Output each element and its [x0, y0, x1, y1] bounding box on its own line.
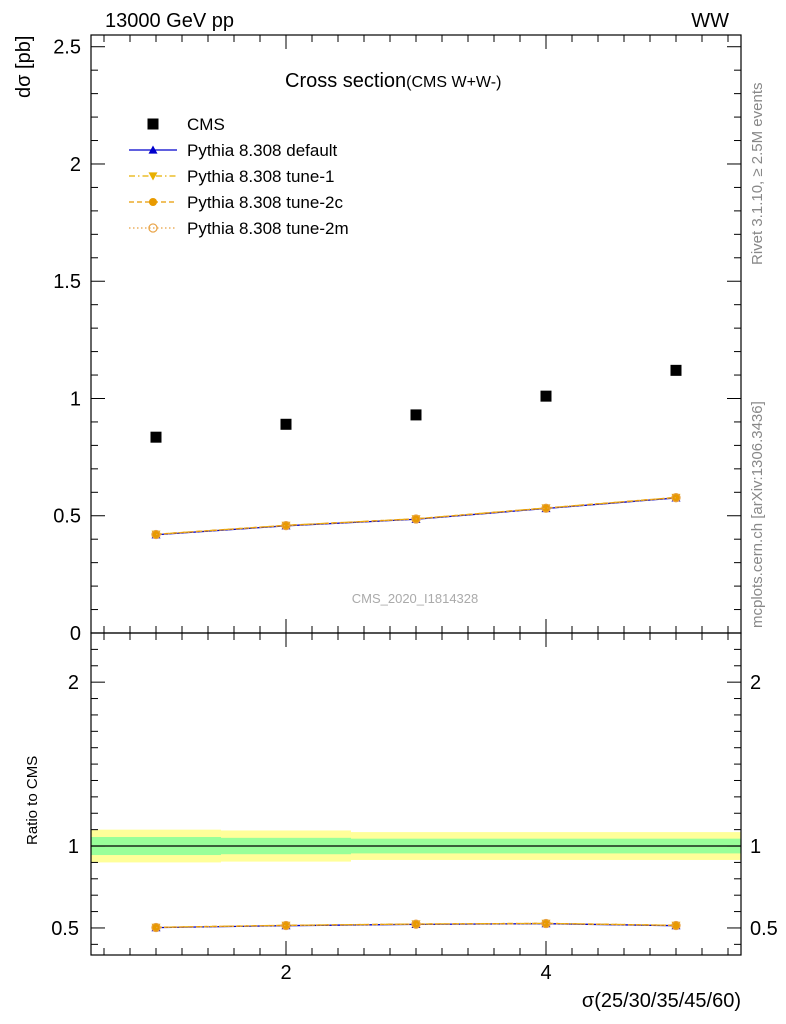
legend-label: Pythia 8.308 tune-2m	[187, 219, 349, 238]
main-y-tick-label: 0	[70, 623, 81, 645]
ratio-frame	[90, 632, 742, 956]
data-point	[281, 520, 291, 531]
data-point	[280, 418, 292, 430]
legend-marker	[148, 197, 158, 207]
ratio-y-tick-labels: 0.5 0.5 1 1 2 2	[51, 672, 778, 940]
process-label: WW	[691, 10, 729, 32]
x-tick-label: 2	[280, 962, 291, 984]
data-point	[281, 521, 291, 530]
legend-label: CMS	[187, 115, 225, 134]
legend-item: Pythia 8.308 tune-1	[129, 167, 334, 186]
ratio-point	[541, 918, 551, 929]
watermark-label: CMS_2020_I1814328	[352, 591, 479, 606]
legend-marker	[148, 223, 158, 233]
data-point	[151, 529, 161, 540]
ratio-line	[155, 922, 677, 929]
legend: CMS Pythia 8.308 default Pythia 8.308 tune…	[129, 115, 349, 238]
data-point	[541, 503, 551, 513]
ratio-y-tick-label: 2	[68, 672, 79, 694]
ratio-y-tick-label: 0.5	[51, 918, 79, 940]
data-point	[150, 431, 162, 443]
main-axis-ticks	[91, 35, 741, 634]
legend-label: Pythia 8.308 tune-1	[187, 167, 334, 186]
series-3	[151, 493, 681, 539]
legend-marker	[148, 172, 158, 181]
data-point	[410, 409, 422, 421]
main-panel: 0 0.5 1 1.5 2 2.5 Cross section(CMS W+W-) dσ …	[13, 34, 742, 645]
main-series-group	[150, 364, 682, 540]
energy-label: 13000 GeV pp	[105, 10, 234, 32]
legend-marker	[148, 145, 158, 154]
data-point	[540, 390, 552, 402]
main-title-sub: (CMS W+W-)	[406, 74, 501, 91]
ratio-series-group	[151, 918, 681, 933]
x-axis-label: σ(25/30/35/45/60)	[582, 990, 741, 1012]
legend-item: Pythia 8.308 tune-2m	[129, 219, 349, 238]
main-y-tick-label: 2	[70, 154, 81, 176]
main-y-tick-label: 0.5	[53, 506, 81, 528]
ratio-point	[411, 919, 421, 929]
ratio-y-tick-label-right: 2	[750, 672, 761, 694]
ratio-y-tick-label: 1	[68, 836, 79, 858]
legend-label: Pythia 8.308 default	[187, 141, 338, 160]
series-4	[151, 493, 681, 540]
y-axis-label-ratio: Ratio to CMS	[24, 756, 41, 845]
legend-item: Pythia 8.308 tune-2c	[129, 193, 343, 212]
series-line	[155, 497, 677, 536]
data-point	[411, 514, 421, 524]
data-point	[670, 364, 682, 376]
ratio-point	[541, 919, 551, 928]
legend-item: CMS	[147, 115, 225, 134]
ratio-axis-ticks	[91, 633, 741, 955]
data-point	[671, 493, 681, 502]
ratio-point	[281, 921, 291, 930]
y-axis-label-main: dσ [pb]	[13, 36, 35, 98]
main-y-tick-label: 1	[70, 388, 81, 410]
data-point	[671, 493, 681, 503]
rivet-version-label: Rivet 3.1.10, ≥ 2.5M events	[749, 83, 766, 266]
main-title: Cross section(CMS W+W-)	[285, 70, 501, 92]
ratio-series-2	[151, 919, 681, 932]
main-y-tick-label: 1.5	[53, 271, 81, 293]
series-0	[150, 364, 682, 443]
mcplots-label: mcplots.cern.ch [arXiv:1306.3436]	[749, 401, 766, 628]
main-title-text: Cross section	[285, 70, 406, 92]
x-tick-label: 4	[540, 962, 551, 984]
ratio-y-tick-label-right: 1	[750, 836, 761, 858]
legend-marker	[147, 118, 159, 130]
ratio-point	[151, 922, 161, 933]
data-point	[541, 503, 551, 513]
legend-item: Pythia 8.308 default	[129, 141, 338, 160]
ratio-point	[281, 920, 291, 931]
ratio-y-tick-label-right: 0.5	[750, 918, 778, 940]
ratio-series-3	[151, 918, 681, 933]
main-y-tick-label: 2.5	[53, 37, 81, 59]
ratio-point	[671, 920, 681, 931]
legend-label: Pythia 8.308 tune-2c	[187, 193, 343, 212]
main-y-tick-labels: 0 0.5 1 1.5 2 2.5	[53, 37, 81, 645]
